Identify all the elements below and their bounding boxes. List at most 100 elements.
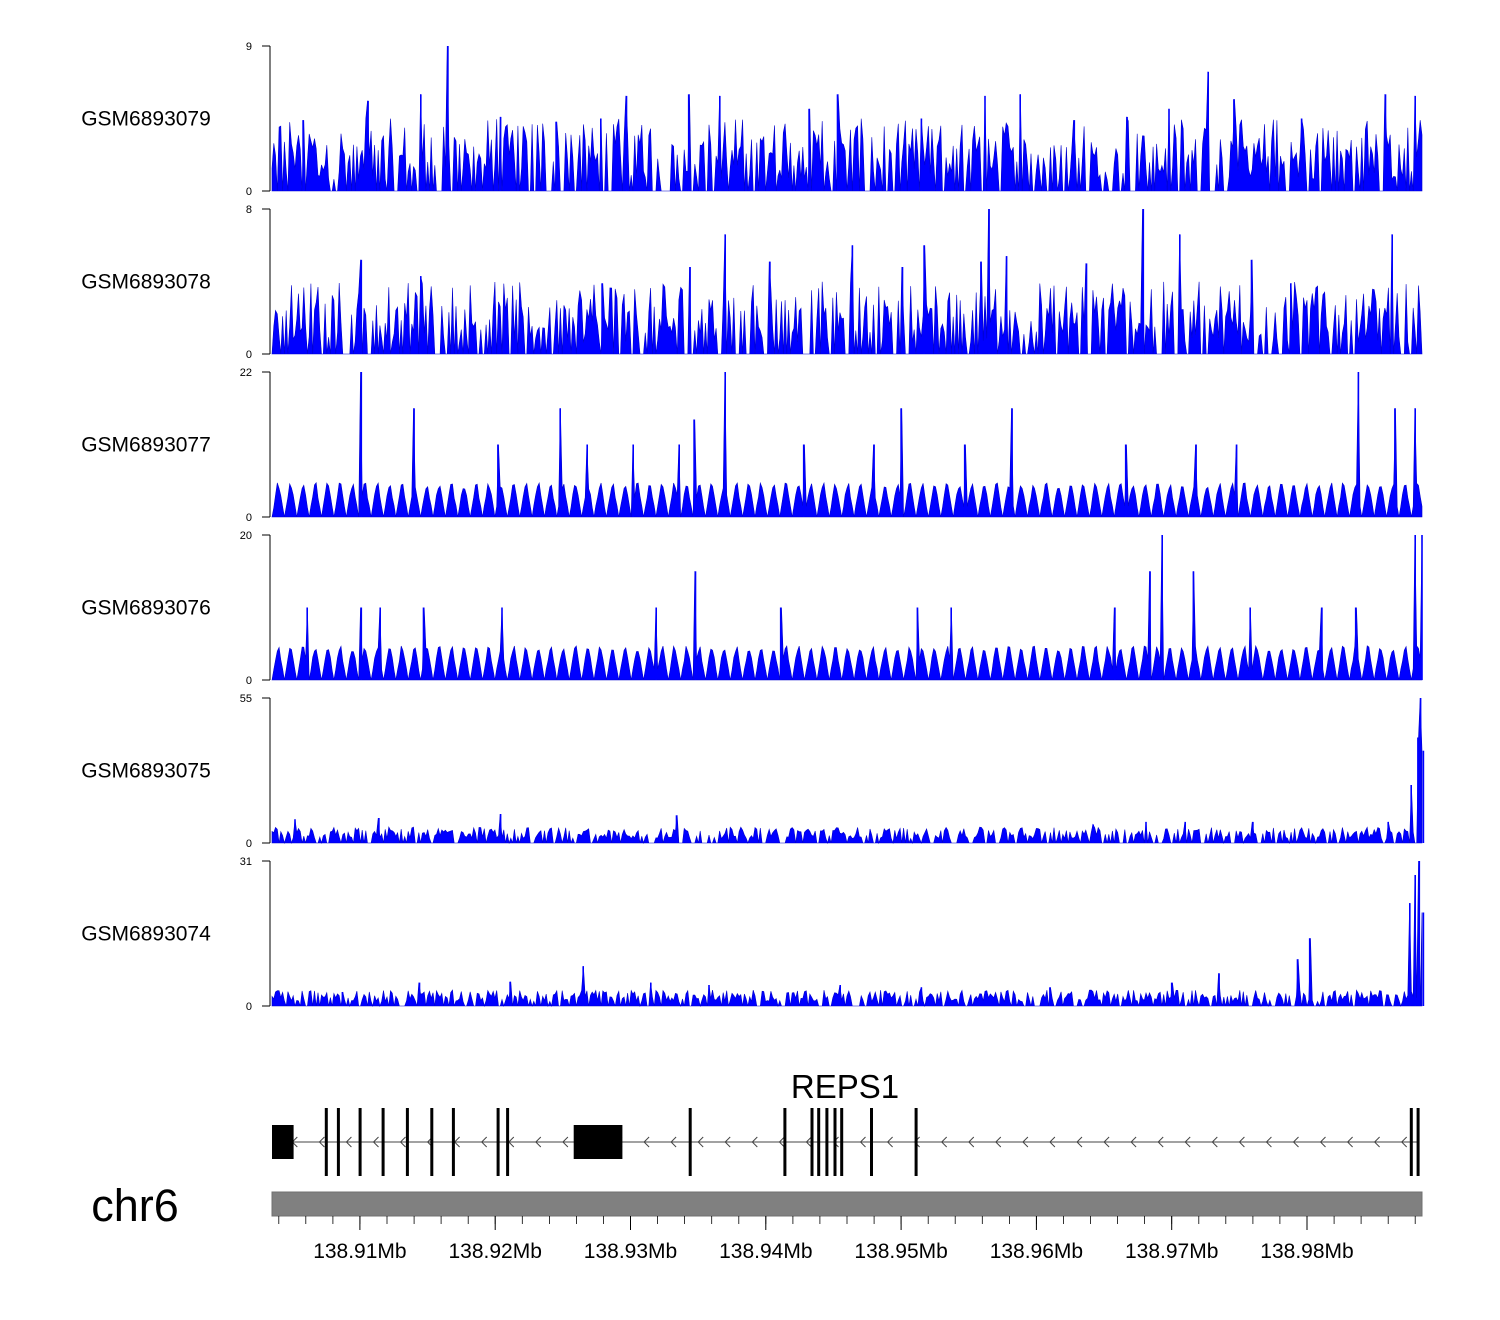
strand-chevron [399,1136,406,1148]
strand-chevron [1049,1136,1056,1148]
gene-track: REPS1 [272,1068,1420,1176]
strand-chevron [805,1136,812,1148]
coverage-area [271,45,1423,192]
coverage-area [271,208,1423,355]
strand-chevron [372,1136,379,1148]
gene-exon [381,1108,385,1176]
strand-chevron [1130,1136,1137,1148]
y-zero-label: 0 [246,1001,252,1013]
y-max-label: 55 [240,693,252,705]
genome-axis: chr6 138.91Mb 138.92Mb 138.93Mb 138.94Mb 138… [91,1180,1423,1263]
strand-chevron [751,1136,758,1148]
y-max-label: 8 [246,204,252,216]
gene-exon [573,1125,623,1159]
track-name-label: GSM6893079 [81,108,211,131]
y-max-label: 31 [240,856,252,868]
gene-exon [870,1108,873,1176]
track-GSM6893079: GSM6893079 9 0 [81,41,1423,198]
track-GSM6893075: GSM6893075 55 0 [81,693,1425,850]
gene-exon [1416,1108,1420,1176]
gene-exon [358,1108,362,1176]
strand-chevron [1211,1136,1218,1148]
strand-chevron [345,1136,352,1148]
gene-exon [914,1108,918,1176]
x-tick-label: 138.96Mb [990,1240,1083,1263]
gene-exon [840,1108,844,1176]
y-zero-label: 0 [246,675,252,687]
gene-exon [810,1108,814,1176]
x-tick-label: 138.93Mb [584,1240,677,1263]
gene-exon [451,1108,455,1176]
coverage-area [271,697,1423,845]
x-tick-label: 138.92Mb [448,1240,541,1263]
strand-chevron [968,1136,975,1148]
gene-exon [688,1108,692,1176]
gene-exon [405,1108,409,1176]
strand-chevron [1238,1136,1245,1148]
y-max-label: 20 [240,530,252,542]
strand-chevron [480,1136,488,1148]
strand-chevron [1103,1136,1110,1148]
chromosome-label: chr6 [91,1180,179,1231]
track-GSM6893077: GSM6893077 22 0 [81,367,1423,524]
strand-chevron [778,1136,785,1148]
x-tick-label: 138.97Mb [1125,1240,1218,1263]
strand-chevron [535,1136,542,1148]
strand-chevron [318,1136,325,1148]
gene-exon [506,1108,510,1176]
track-name-label: GSM6893076 [81,597,211,620]
x-tick-label: 138.95Mb [854,1240,947,1263]
track-name-label: GSM6893077 [81,434,211,457]
strand-chevron [1184,1136,1191,1148]
x-tick-label: 138.91Mb [313,1240,406,1263]
strand-chevron [1022,1136,1029,1148]
strand-chevron [1157,1136,1164,1148]
x-tick-label: 138.94Mb [719,1240,812,1263]
strand-chevron [670,1136,677,1148]
strand-chevron [562,1136,569,1148]
strand-chevron [940,1136,948,1148]
strand-chevron [886,1136,893,1148]
coverage-area [271,860,1423,1008]
gene-exon [817,1108,821,1176]
strand-chevron [1265,1136,1272,1148]
strand-chevron [1400,1136,1408,1148]
track-name-label: GSM6893078 [81,271,211,294]
coverage-area [271,371,1423,518]
strand-chevron [1373,1136,1380,1148]
y-max-label: 9 [246,41,252,53]
gene-exon [833,1108,837,1176]
gene-exon [783,1108,787,1176]
strand-chevron [1319,1136,1326,1148]
track-GSM6893076: GSM6893076 20 0 [81,530,1423,687]
data-tracks: GSM689307990GSM689307880GSM6893077220GSM… [81,41,1425,1013]
gene-exon [272,1125,294,1159]
x-tick-label: 138.98Mb [1260,1240,1353,1263]
track-GSM6893074: GSM6893074 31 0 [81,856,1425,1013]
strand-chevron [1076,1136,1083,1148]
track-GSM6893078: GSM6893078 8 0 [81,204,1423,361]
gene-exon [1409,1108,1413,1176]
y-zero-label: 0 [246,838,252,850]
y-zero-label: 0 [246,349,252,361]
chromosome-bar [271,1191,1423,1217]
y-zero-label: 0 [246,512,252,524]
gene-exon [430,1108,434,1176]
strand-chevron [697,1136,704,1148]
y-zero-label: 0 [246,186,252,198]
gene-exon [336,1108,340,1176]
track-name-label: GSM6893074 [81,923,211,946]
strand-chevron [859,1136,866,1148]
strand-chevron [724,1136,731,1148]
strand-chevron [1292,1136,1299,1148]
y-max-label: 22 [240,367,252,379]
strand-chevron [995,1136,1002,1148]
track-name-label: GSM6893075 [81,760,211,783]
strand-chevron [643,1136,650,1148]
gene-name-label: REPS1 [791,1068,899,1105]
gene-exon [496,1108,500,1176]
gene-exon [324,1108,328,1176]
strand-chevron [1346,1136,1353,1148]
gene-exon [825,1108,829,1176]
